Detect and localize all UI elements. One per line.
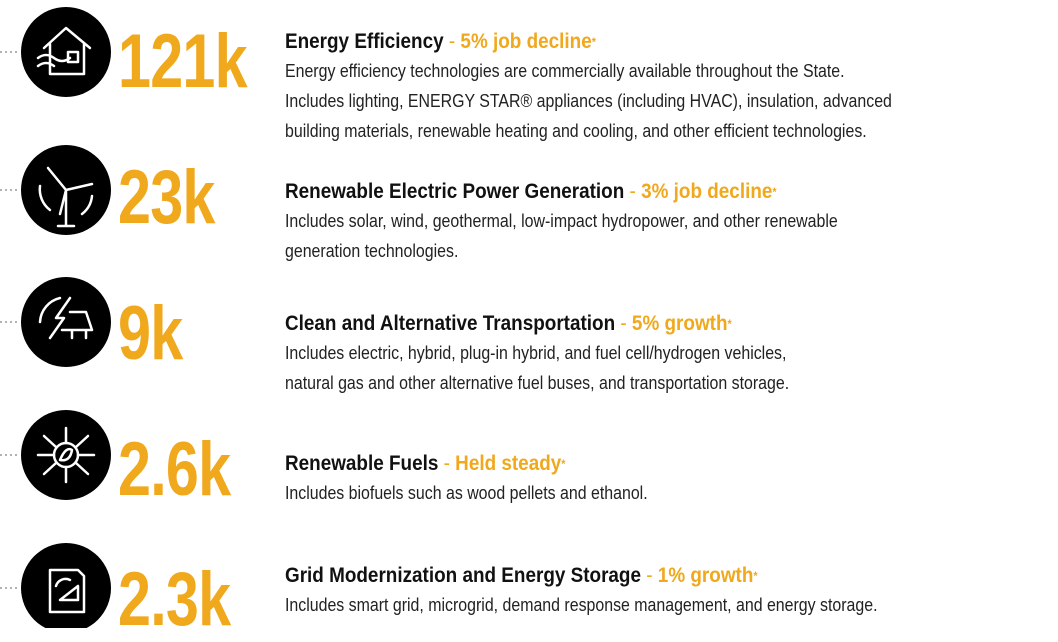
status: 1% growth: [657, 564, 754, 587]
separator: -: [646, 564, 653, 587]
item-title: Grid Modernization and Energy Storage: [285, 564, 641, 587]
description-line: Includes biofuels such as wood pellets a…: [285, 482, 648, 503]
big-number: 9k: [118, 291, 183, 376]
separator: -: [448, 30, 456, 53]
separator: -: [629, 180, 636, 203]
description-line: Energy efficiency technologies are comme…: [285, 60, 845, 81]
description-line: Includes lighting, ENERGY STAR® applianc…: [285, 90, 892, 111]
item-heading: Renewable Fuels - Held steady*: [285, 450, 978, 478]
status: 5% job decline: [460, 30, 592, 53]
footnote-mark: *: [753, 569, 758, 583]
footnote-mark: *: [561, 457, 566, 471]
status: 3% job decline: [641, 180, 773, 203]
description-line: building materials, renewable heating an…: [285, 120, 867, 141]
description-line: Includes solar, wind, geothermal, low-im…: [285, 210, 838, 231]
footnote-mark: *: [727, 317, 732, 331]
item-heading: Clean and Alternative Transportation - 5…: [285, 310, 978, 338]
item-heading: Energy Efficiency - 5% job decline*: [285, 28, 978, 56]
item-heading: Grid Modernization and Energy Storage - …: [285, 562, 978, 590]
description-line: natural gas and other alternative fuel b…: [285, 372, 790, 393]
description-line: generation technologies.: [285, 240, 459, 261]
item-text: Grid Modernization and Energy Storage - …: [285, 562, 1055, 620]
separator: -: [620, 312, 627, 335]
description-line: Includes electric, hybrid, plug-in hybri…: [285, 342, 787, 363]
page: 121k Energy Efficiency - 5% job decline* E…: [0, 7, 1055, 638]
big-number: 2.6k: [118, 427, 231, 512]
item-text: Renewable Fuels - Held steady* Includes b…: [285, 450, 1055, 508]
item-heading: Renewable Electric Power Generation - 3%…: [285, 178, 978, 206]
item-title: Energy Efficiency: [285, 30, 444, 53]
item-title: Renewable Electric Power Generation: [285, 180, 625, 203]
big-number: 23k: [118, 155, 215, 240]
description-line: Includes smart grid, microgrid, demand r…: [285, 594, 878, 615]
big-number: 121k: [118, 19, 248, 104]
item-text: Renewable Electric Power Generation - 3%…: [285, 178, 1055, 266]
dotted-leaders: [0, 51, 20, 589]
icon-strokes: [36, 26, 96, 614]
item-text: Clean and Alternative Transportation - 5…: [285, 310, 1055, 398]
status: Held steady: [455, 452, 562, 475]
footnote-mark: *: [591, 35, 596, 49]
footnote-mark: *: [772, 185, 777, 199]
status: 5% growth: [631, 312, 728, 335]
big-number: 2.3k: [118, 557, 231, 642]
icons: [0, 7, 111, 628]
icon-circles: [21, 7, 111, 628]
separator: -: [443, 452, 450, 475]
item-title: Renewable Fuels: [285, 452, 439, 475]
item-title: Clean and Alternative Transportation: [285, 312, 616, 335]
item-text: Energy Efficiency - 5% job decline* Energ…: [285, 28, 1055, 146]
